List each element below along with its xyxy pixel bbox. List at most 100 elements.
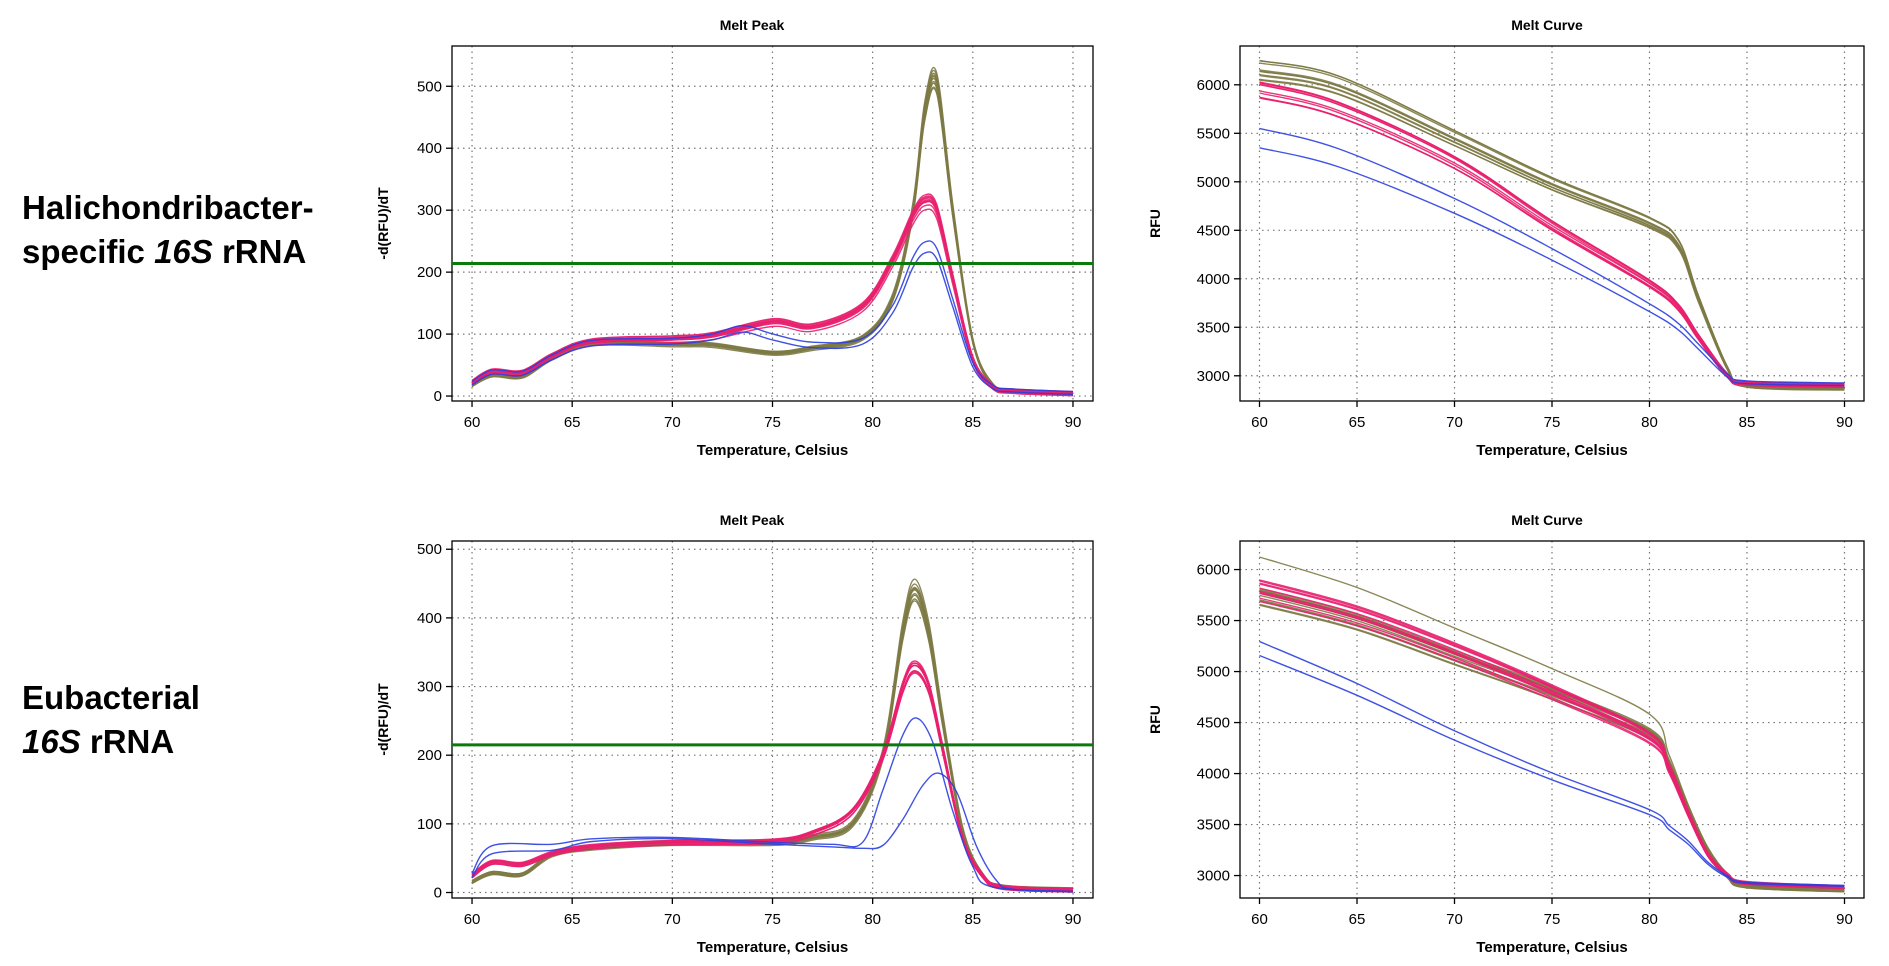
x-tick-label: 65 [564,414,581,431]
y-tick-label: 4000 [1197,271,1230,288]
y-tick-label: 300 [417,679,442,696]
series-line [471,200,1074,395]
x-tick-label: 80 [864,414,881,431]
y-tick-label: 300 [417,202,442,219]
y-tick-label: 4500 [1197,715,1230,732]
x-tick-label: 75 [1544,414,1561,431]
series-line [1259,603,1845,893]
y-tick-label: 200 [417,264,442,281]
row-label-line1: Halichondribacter- [22,189,314,226]
series-line [471,80,1074,393]
x-tick-label: 85 [1739,911,1756,928]
series-line [471,193,1074,393]
y-axis-label: -d(RFU)/dT [375,683,391,756]
chart-title: Melt Curve [1511,17,1583,33]
series-line [1259,599,1845,890]
series-blue [471,240,1074,396]
series-line [1259,579,1845,888]
x-tick-label: 70 [664,911,681,928]
y-tick-label: 5500 [1197,613,1230,630]
x-axis-label: Temperature, Celsius [1476,939,1627,956]
y-tick-label: 3000 [1197,868,1230,885]
x-tick-label: 85 [964,414,981,431]
y-tick-label: 400 [417,140,442,157]
series-line [1259,127,1845,384]
chart-3: Melt Peak 60 65 70 75 80 85 90 0 100 200 300 400 500 T… [375,512,1094,956]
y-tick-label: 0 [434,388,442,405]
series-line [1259,587,1845,889]
series-line [471,200,1074,393]
y-tick-label: 5500 [1197,125,1230,142]
x-tick-label: 70 [1446,911,1463,928]
series-line [471,660,1074,892]
series-line [1259,92,1845,388]
series-line [1259,59,1845,390]
y-tick-label: 3500 [1197,319,1230,336]
x-tick-label: 65 [1349,911,1366,928]
plot-frame [451,45,1094,402]
y-tick-label: 100 [417,326,442,343]
series-line [471,77,1074,395]
series-blue [471,772,1074,893]
x-tick-label: 90 [1836,414,1853,431]
series-line [471,86,1074,395]
y-tick-label: 400 [417,610,442,627]
series-line [1259,147,1845,387]
chart-1: Melt Peak 60 65 70 75 80 85 90 0 100 200 300 400 500 T… [375,17,1094,459]
x-tick-label: 65 [1349,414,1366,431]
series-pink [471,193,1074,397]
series-line [471,662,1074,891]
series-blue [1259,640,1845,887]
series-line [471,772,1074,893]
row-label-line2: 16S rRNA [22,723,175,760]
x-tick-label: 80 [864,911,881,928]
y-tick-label: 6000 [1197,77,1230,94]
y-axis-label: -d(RFU)/dT [375,187,391,260]
series-line [1259,597,1845,890]
y-axis-label: RFU [1147,209,1163,238]
x-tick-label: 60 [464,911,481,928]
x-tick-label: 80 [1641,911,1658,928]
x-tick-label: 70 [664,414,681,431]
y-tick-label: 6000 [1197,562,1230,579]
x-tick-label: 70 [1446,414,1463,431]
series-pink [1259,81,1845,388]
x-tick-label: 90 [1065,414,1082,431]
y-tick-label: 500 [417,78,442,95]
x-tick-label: 60 [1251,911,1268,928]
x-tick-label: 85 [964,911,981,928]
chart-2: Melt Curve 60 65 70 75 80 85 90 3000 3500 4000 4500… [1147,17,1865,459]
x-tick-label: 90 [1065,911,1082,928]
y-tick-label: 0 [434,885,442,902]
series-line [1259,591,1845,891]
y-tick-label: 4000 [1197,766,1230,783]
series-line [471,240,1074,393]
series-line [1259,74,1845,390]
x-tick-label: 60 [1251,414,1268,431]
y-tick-label: 3000 [1197,368,1230,385]
x-tick-label: 75 [1544,911,1561,928]
x-axis-label: Temperature, Celsius [697,442,848,459]
chart-title: Melt Peak [720,17,785,33]
y-tick-label: 200 [417,747,442,764]
chart-title: Melt Peak [720,512,785,528]
row-label-eubacterial: Eubacterial 16S rRNA [22,676,200,764]
x-tick-label: 80 [1641,414,1658,431]
row-label-line1: Eubacterial [22,679,200,716]
y-tick-label: 4500 [1197,222,1230,239]
series-line [471,717,1074,892]
series-line [1259,74,1845,391]
series-line [471,251,1074,396]
x-axis-label: Temperature, Celsius [697,939,848,956]
y-tick-label: 500 [417,541,442,558]
series-line [1259,654,1845,887]
series-blue [471,717,1074,892]
series-line [471,66,1074,395]
y-axis-label: RFU [1147,705,1163,734]
series-line [1259,588,1845,889]
series-olive [471,66,1074,396]
chart-4: Melt Curve 60 65 70 75 80 85 90 3000 3500 4000 4500… [1147,512,1865,956]
series-line [1259,640,1845,887]
row-label-halichondribacter: Halichondribacter- specific 16S rRNA [22,186,314,274]
